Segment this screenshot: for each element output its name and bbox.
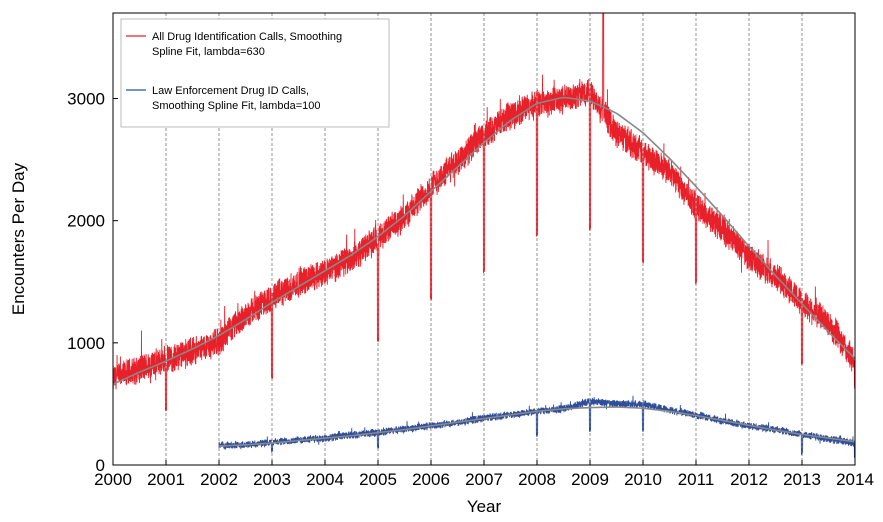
legend-label-1-line-1: All Drug Identification Calls, Smoothing (152, 31, 342, 43)
x-tick-label-2012: 2012 (730, 470, 768, 489)
x-tick-label-2008: 2008 (518, 470, 556, 489)
series-line-1 (112, 12, 856, 411)
y-tick-label-0: 0 (96, 456, 105, 475)
x-axis-title: Year (467, 497, 502, 516)
y-tick-label-2000: 2000 (67, 212, 105, 231)
legend-box (120, 18, 390, 128)
smooth-fit-layer (112, 96, 856, 447)
x-tick-label-2006: 2006 (412, 470, 450, 489)
smooth-fit-line-1 (112, 96, 856, 386)
x-tick-label-2001: 2001 (147, 470, 185, 489)
legend: All Drug Identification Calls, Smoothing… (120, 18, 390, 128)
legend-label-2-line-2: Smoothing Spline Fit, lambda=100 (152, 100, 320, 112)
y-tick-label-3000: 3000 (67, 90, 105, 109)
y-axis-title: Encounters Per Day (9, 162, 28, 315)
x-tick-label-2004: 2004 (306, 470, 344, 489)
smooth-fit-line-2 (218, 406, 856, 447)
x-tick-label-2000: 2000 (94, 470, 132, 489)
x-tick-label-2002: 2002 (200, 470, 238, 489)
x-tick-label-2011: 2011 (678, 470, 715, 489)
x-tick-label-2013: 2013 (783, 470, 821, 489)
legend-label-1-line-2: Spline Fit, lambda=630 (152, 46, 265, 58)
y-tick-label-1000: 1000 (67, 334, 105, 353)
x-tick-label-2007: 2007 (465, 470, 503, 489)
x-tick-label-2005: 2005 (359, 470, 397, 489)
legend-label-2-line-1: Law Enforcement Drug ID Calls, (152, 85, 309, 97)
x-tick-label-2014: 2014 (836, 470, 874, 489)
x-axis-ticks: 2000 2001 2002 2003 2004 2005 2006 2007 2008 2009… (94, 460, 874, 489)
x-tick-label-2010: 2010 (624, 470, 662, 489)
x-tick-label-2003: 2003 (253, 470, 291, 489)
x-tick-label-2009: 2009 (571, 470, 609, 489)
y-axis-ticks: 0 1000 2000 3000 (67, 90, 118, 475)
